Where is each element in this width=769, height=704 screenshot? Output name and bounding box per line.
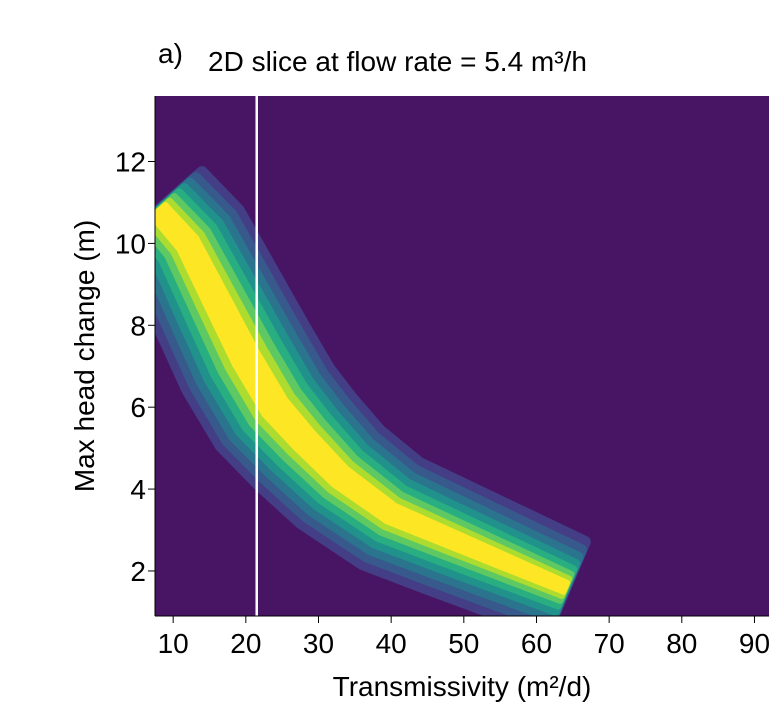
y-axis-ticks: 2 4 6 8 10 12 xyxy=(115,147,155,587)
x-tick-label: 20 xyxy=(230,628,261,659)
x-tick-label: 50 xyxy=(448,628,479,659)
density-peak xyxy=(273,403,291,420)
y-tick-label: 4 xyxy=(130,474,146,505)
x-tick-label: 10 xyxy=(158,628,189,659)
y-tick-label: 6 xyxy=(130,392,146,423)
y-axis-label: Max head change (m) xyxy=(69,220,100,492)
x-tick-label: 30 xyxy=(303,628,334,659)
y-tick-label: 8 xyxy=(130,310,146,341)
chart-title: 2D slice at flow rate = 5.4 m³/h xyxy=(208,46,587,77)
x-tick-label: 60 xyxy=(521,628,552,659)
x-tick-label: 40 xyxy=(376,628,407,659)
x-tick-label: 70 xyxy=(594,628,625,659)
density-contours xyxy=(155,166,591,616)
x-axis-ticks: 10 20 30 40 50 60 70 80 90 xyxy=(158,616,769,659)
x-tick-label: 90 xyxy=(739,628,769,659)
y-tick-label: 2 xyxy=(130,556,146,587)
y-tick-label: 12 xyxy=(115,147,146,178)
x-axis-label: Transmissivity (m²/d) xyxy=(333,671,592,702)
x-tick-label: 80 xyxy=(666,628,697,659)
panel-label: a) xyxy=(158,38,183,69)
y-tick-label: 10 xyxy=(115,228,146,259)
contour-band-8 xyxy=(155,202,571,595)
